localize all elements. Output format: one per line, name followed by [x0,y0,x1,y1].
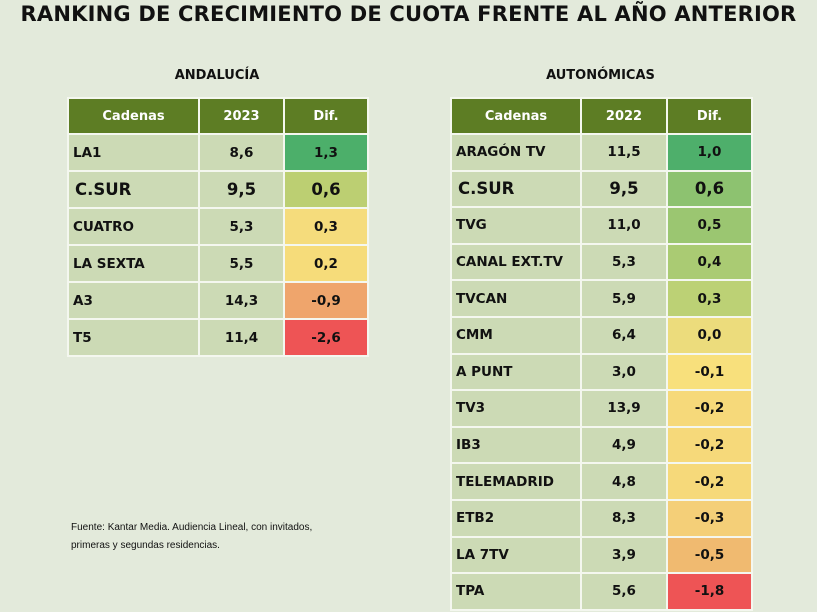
dif-cell: -0,2 [666,389,753,428]
header-cadenas: Cadenas [450,97,582,135]
page-title: RANKING DE CRECIMIENTO DE CUOTA FRENTE A… [20,2,797,26]
value-cell: 14,3 [198,281,285,320]
table-row: LA 7TV 3,9 -0,5 [450,535,753,575]
value-cell: 11,4 [198,318,285,357]
table-row: C.SUR 9,5 0,6 [450,169,753,209]
dif-cell: 0,0 [666,315,753,355]
dif-cell: -1,8 [666,572,753,611]
dif-cell: -0,9 [283,281,369,320]
dif-cell: -0,5 [666,535,753,575]
dif-cell: -0,2 [666,462,753,501]
dif-cell: 0,3 [666,279,753,318]
channel-cell: TVCAN [450,279,582,318]
table-row: TELEMADRID 4,8 -0,2 [450,462,753,501]
channel-cell: ARAGÓN TV [450,133,582,172]
table-row: IB3 4,9 -0,2 [450,425,753,465]
value-cell: 9,5 [580,169,668,209]
table-row: LA SEXTA 5,5 0,2 [67,244,369,283]
source-line: primeras y segundas residencias. [71,540,220,551]
dif-cell: 0,5 [666,206,753,245]
channel-cell: CANAL EXT.TV [450,242,582,282]
value-cell: 5,9 [580,279,668,318]
dif-cell: 0,4 [666,242,753,282]
channel-cell: T5 [67,318,200,357]
channel-cell: C.SUR [67,170,200,209]
value-cell: 8,6 [198,133,285,172]
dif-cell: 1,3 [283,133,369,172]
channel-cell: CMM [450,315,582,355]
table-row: CANAL EXT.TV 5,3 0,4 [450,242,753,282]
header-cadenas: Cadenas [67,97,200,135]
table-row: T5 11,4 -2,6 [67,318,369,357]
value-cell: 3,0 [580,352,668,392]
table-row: A PUNT 3,0 -0,1 [450,352,753,392]
dif-cell: -0,3 [666,498,753,538]
table-row: CMM 6,4 0,0 [450,315,753,355]
dif-cell: 1,0 [666,133,753,172]
value-cell: 4,8 [580,462,668,501]
value-cell: 9,5 [198,170,285,209]
table-row: TV3 13,9 -0,2 [450,389,753,428]
table-row: ETB2 8,3 -0,3 [450,498,753,538]
channel-cell: LA 7TV [450,535,582,575]
autonomicas-subtitle: AUTONÓMICAS [546,68,655,83]
channel-cell: A PUNT [450,352,582,392]
header-year: 2023 [198,97,285,135]
header-dif: Dif. [283,97,369,135]
channel-cell: TVG [450,206,582,245]
value-cell: 11,0 [580,206,668,245]
table-row: TVCAN 5,9 0,3 [450,279,753,318]
table-row: TPA 5,6 -1,8 [450,572,753,611]
value-cell: 5,3 [580,242,668,282]
channel-cell: C.SUR [450,169,582,209]
dif-cell: 0,6 [666,169,753,209]
dif-cell: 0,6 [283,170,369,209]
header-dif: Dif. [666,97,753,135]
table-row: A3 14,3 -0,9 [67,281,369,320]
table-row: ARAGÓN TV 11,5 1,0 [450,133,753,172]
table-row: CUATRO 5,3 0,3 [67,207,369,246]
channel-cell: LA SEXTA [67,244,200,283]
dif-cell: 0,2 [283,244,369,283]
value-cell: 6,4 [580,315,668,355]
table-row: C.SUR 9,5 0,6 [67,170,369,209]
channel-cell: IB3 [450,425,582,465]
value-cell: 13,9 [580,389,668,428]
channel-cell: CUATRO [67,207,200,246]
value-cell: 5,3 [198,207,285,246]
value-cell: 4,9 [580,425,668,465]
autonomicas-table: Cadenas 2022 Dif. ARAGÓN TV 11,5 1,0 C.SUR 9… [450,97,753,611]
andalucia-subtitle: ANDALUCÍA [174,68,260,83]
channel-cell: TELEMADRID [450,462,582,501]
channel-cell: TPA [450,572,582,611]
dif-cell: -0,2 [666,425,753,465]
dif-cell: -0,1 [666,352,753,392]
channel-cell: A3 [67,281,200,320]
value-cell: 5,6 [580,572,668,611]
dif-cell: -2,6 [283,318,369,357]
channel-cell: ETB2 [450,498,582,538]
channel-cell: LA1 [67,133,200,172]
channel-cell: TV3 [450,389,582,428]
table-row: TVG 11,0 0,5 [450,206,753,245]
value-cell: 5,5 [198,244,285,283]
source-note: Fuente: Kantar Media. Audiencia Lineal, … [71,519,312,555]
header-year: 2022 [580,97,668,135]
table-row: LA1 8,6 1,3 [67,133,369,172]
value-cell: 11,5 [580,133,668,172]
value-cell: 3,9 [580,535,668,575]
dif-cell: 0,3 [283,207,369,246]
value-cell: 8,3 [580,498,668,538]
andalucia-table: Cadenas 2023 Dif. LA1 8,6 1,3 C.SUR 9,5 0,6 CU… [67,97,369,357]
source-line: Fuente: Kantar Media. Audiencia Lineal, … [71,522,313,533]
